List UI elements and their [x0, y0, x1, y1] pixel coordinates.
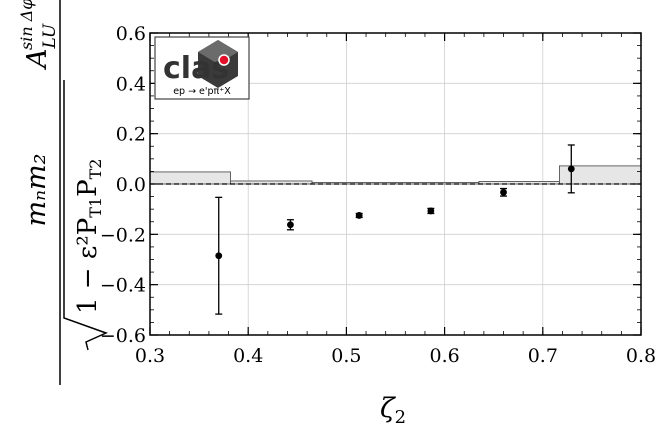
- y-axis-radical-text: 1 − ε²P: [73, 218, 103, 314]
- y-tick-label: −0.4: [100, 275, 146, 297]
- systematic-band: [149, 171, 231, 185]
- logo-wordmark: clas: [163, 51, 229, 86]
- y-tick-label: 0.2: [116, 124, 146, 146]
- y-tick-label: 0.6: [116, 23, 146, 45]
- y-tick-label: 0.0: [116, 174, 146, 196]
- data-point: [215, 252, 223, 260]
- data-point: [287, 221, 294, 229]
- y-tick-label: −0.2: [100, 224, 146, 246]
- clas-logo: clas ep → e'pπ⁺X: [154, 36, 250, 100]
- asymmetry-symbol: ALU: [22, 23, 60, 71]
- x-tick-label: 0.8: [626, 345, 656, 367]
- x-tick-label: 0.5: [331, 345, 361, 367]
- x-tick-label: 0.7: [528, 345, 558, 367]
- y-tick-label: 0.4: [116, 73, 146, 95]
- x-tick-label: 0.4: [233, 345, 263, 367]
- data-points: [215, 144, 575, 315]
- data-point: [500, 188, 507, 196]
- radical-sign: [63, 80, 109, 351]
- data-point: [567, 165, 575, 173]
- data-point: [355, 212, 363, 219]
- x-tick-label: 0.6: [429, 345, 459, 367]
- y-tick-label: −0.6: [100, 325, 146, 347]
- logo-caption: ep → e'pπ⁺X: [173, 86, 231, 97]
- x-axis-title: ζ2: [380, 393, 406, 424]
- y-axis-title: mₙm₂ 1 − ε²PT1PT2 ALU sin Δφ: [17, 0, 109, 385]
- ticks: 0.3 0.4 0.5 0.6 0.7 0.8 0.6 0.4 0.2 0.0 −0.2 −0.4 −0…: [100, 23, 656, 367]
- logo-dot: [218, 54, 230, 66]
- y-axis-numerator: mₙm₂: [21, 154, 52, 227]
- systematic-bands: [149, 165, 642, 185]
- svg-text:1 − ε²PT1PT2: 1 − ε²PT1PT2: [73, 159, 105, 314]
- data-point: [427, 207, 435, 215]
- x-tick-label: 0.3: [135, 345, 165, 367]
- asymmetry-superscript: sin Δφ: [17, 0, 36, 50]
